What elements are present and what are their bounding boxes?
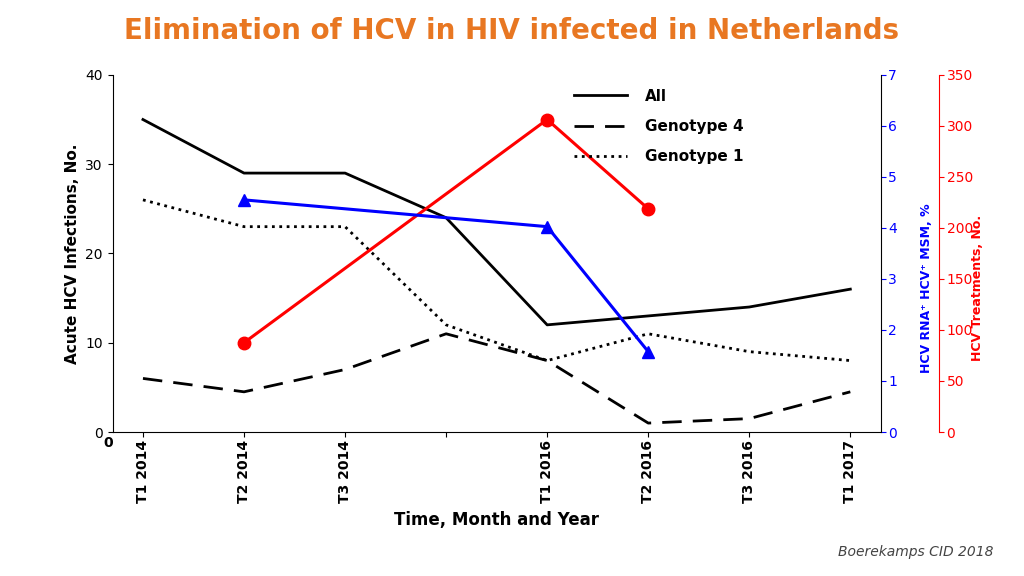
Y-axis label: Acute HCV Infections, No.: Acute HCV Infections, No. <box>65 143 80 363</box>
Text: Boerekamps CID 2018: Boerekamps CID 2018 <box>838 545 993 559</box>
Text: 0: 0 <box>103 437 113 450</box>
Text: Elimination of HCV in HIV infected in Netherlands: Elimination of HCV in HIV infected in Ne… <box>125 17 899 46</box>
Text: HCV RNA⁺ HCV⁺ MSM, %: HCV RNA⁺ HCV⁺ MSM, % <box>921 203 933 373</box>
Text: HCV Treatments, No.: HCV Treatments, No. <box>972 215 984 361</box>
X-axis label: Time, Month and Year: Time, Month and Year <box>394 511 599 529</box>
Legend: All, Genotype 4, Genotype 1: All, Genotype 4, Genotype 1 <box>567 82 751 170</box>
